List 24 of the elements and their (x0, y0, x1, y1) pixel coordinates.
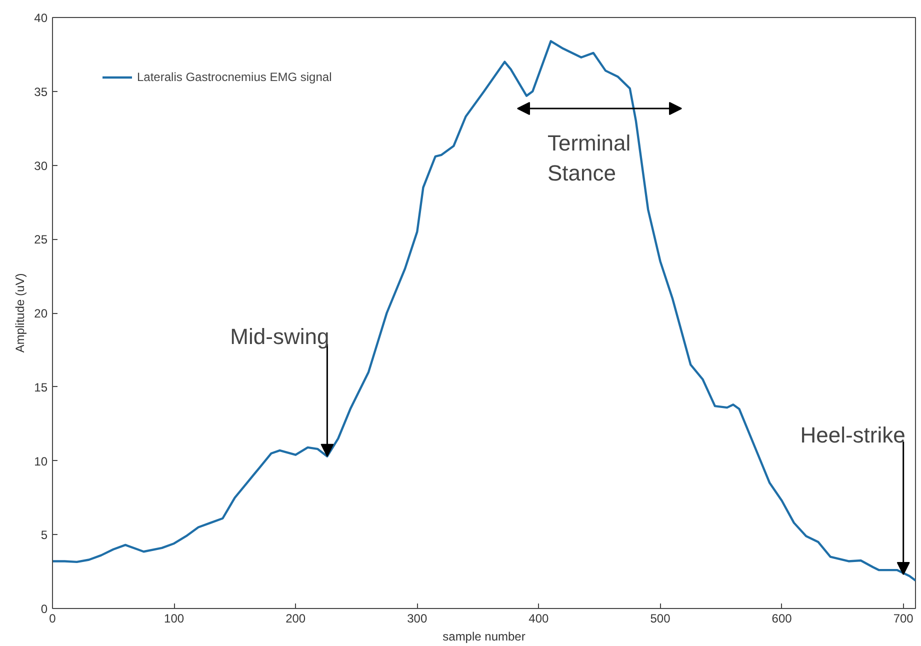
annotation: Mid-swing (230, 324, 330, 350)
y-tick-label: 35 (34, 84, 48, 99)
y-tick-label: 25 (34, 232, 48, 247)
y-tick-label: 20 (34, 306, 48, 320)
y-tick-label: 5 (40, 528, 48, 542)
y-tick-label: 40 (34, 11, 48, 25)
x-tick-label: 0 (49, 612, 56, 626)
x-tick-label: 200 (286, 612, 306, 626)
y-tick-label: 10 (34, 454, 48, 468)
x-axis-title: sample number (442, 630, 526, 644)
legend-label: Lateralis Gastrocnemius EMG signal (137, 70, 332, 84)
annotation: Heel-strike (800, 422, 906, 448)
x-tick-label: 100 (164, 612, 184, 626)
y-tick-label: 15 (34, 380, 48, 394)
y-tick-label: 0 (40, 602, 48, 616)
x-tick-label: 300 (407, 612, 428, 626)
y-tick-label: 30 (34, 158, 48, 173)
x-tick-label: 700 (893, 612, 914, 626)
y-axis-title: Amplitude (uV) (13, 273, 28, 353)
x-tick-label: 400 (528, 612, 550, 626)
x-tick-label: 500 (650, 612, 671, 626)
x-tick-label: 600 (772, 612, 792, 626)
line-series (52, 40, 916, 582)
annotation: Terminal Stance (548, 130, 631, 186)
